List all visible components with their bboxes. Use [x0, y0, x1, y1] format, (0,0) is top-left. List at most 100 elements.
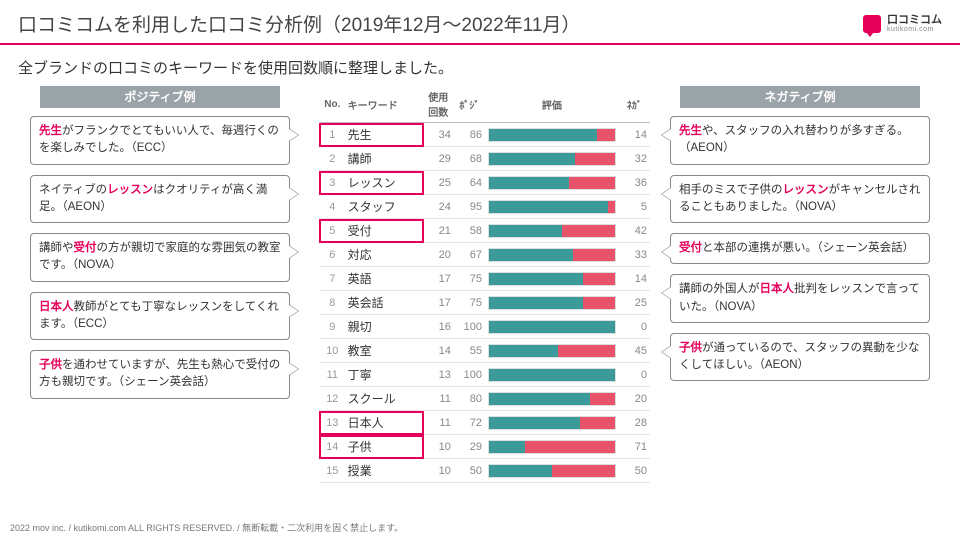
cell-no: 12 [320, 387, 345, 411]
cell-keyword: 教室 [345, 339, 423, 363]
cell-count: 16 [423, 315, 454, 339]
table-row: 6対応206733 [320, 243, 650, 267]
negative-bubble: 受付と本部の連携が悪い。（シェーン英会話） [670, 233, 930, 264]
cell-positive: 58 [454, 219, 485, 243]
highlight-keyword: 子供 [39, 359, 62, 371]
content: ポジティブ例 ネガティブ例 先生がフランクでとてもいい人で、毎週行くのを楽しみで… [0, 86, 960, 506]
cell-count: 20 [423, 243, 454, 267]
bar-negative [562, 225, 615, 237]
speech-bubble-icon [863, 15, 881, 33]
rating-bar [488, 200, 616, 214]
highlight-keyword: 先生 [39, 125, 62, 137]
cell-keyword: 日本人 [345, 411, 423, 435]
rating-bar [488, 152, 616, 166]
bubble-text: 講師の外国人が [679, 283, 760, 295]
cell-positive: 80 [454, 387, 485, 411]
bubble-text: ネイティブの [39, 184, 107, 196]
cell-keyword: スタッフ [345, 195, 423, 219]
table-header-cell: ﾈｶﾞ [619, 86, 650, 123]
cell-positive: 72 [454, 411, 485, 435]
highlight-keyword: 子供 [679, 342, 702, 354]
bubble-text: や、スタッフの入れ替わりが多すぎる。（AEON） [679, 125, 909, 154]
positive-header: ポジティブ例 [40, 86, 280, 108]
cell-negative: 14 [619, 267, 650, 291]
table-header-cell: キーワード [345, 86, 423, 123]
cell-keyword: スクール [345, 387, 423, 411]
cell-keyword: 対応 [345, 243, 423, 267]
cell-count: 34 [423, 123, 454, 147]
bar-positive [489, 393, 590, 405]
cell-no: 9 [320, 315, 345, 339]
cell-count: 29 [423, 147, 454, 171]
cell-positive: 95 [454, 195, 485, 219]
cell-bar [485, 267, 619, 291]
table-row: 10教室145545 [320, 339, 650, 363]
bar-negative [580, 417, 615, 429]
negative-bubble: 相手のミスで子供のレッスンがキャンセルされることもありました。（NOVA） [670, 175, 930, 224]
bar-positive [489, 201, 608, 213]
table-row: 8英会話177525 [320, 291, 650, 315]
titlebar: 口コミコムを利用した口コミ分析例（2019年12月～2022年11月） 口コミコ… [0, 0, 960, 41]
bar-positive [489, 321, 615, 333]
bar-negative [552, 465, 615, 477]
cell-positive: 75 [454, 267, 485, 291]
cell-positive: 29 [454, 435, 485, 459]
cell-count: 10 [423, 459, 454, 483]
bubble-text: と本部の連携が悪い。（シェーン英会話） [702, 242, 914, 254]
cell-keyword: 親切 [345, 315, 423, 339]
cell-keyword: 丁寧 [345, 363, 423, 387]
cell-count: 10 [423, 435, 454, 459]
table-row: 4スタッフ24955 [320, 195, 650, 219]
cell-no: 8 [320, 291, 345, 315]
cell-no: 15 [320, 459, 345, 483]
rating-bar [488, 272, 616, 286]
cell-no: 14 [320, 435, 345, 459]
bar-positive [489, 129, 597, 141]
bar-negative [525, 441, 614, 453]
cell-keyword: 授業 [345, 459, 423, 483]
bar-positive [489, 297, 583, 309]
rating-bar [488, 176, 616, 190]
positive-bubbles: 先生がフランクでとてもいい人で、毎週行くのを楽しみでした。（ECC）ネイティブの… [30, 116, 290, 399]
bar-positive [489, 249, 573, 261]
bar-negative [608, 201, 614, 213]
bar-negative [575, 153, 615, 165]
table-header-cell: 評価 [485, 86, 619, 123]
bar-negative [590, 393, 615, 405]
table-row: 5受付215842 [320, 219, 650, 243]
bubble-text: 講師や [39, 242, 74, 254]
cell-no: 4 [320, 195, 345, 219]
cell-count: 14 [423, 339, 454, 363]
table-header-cell: 使用回数 [423, 86, 454, 123]
title-rule [0, 43, 960, 45]
cell-bar [485, 219, 619, 243]
highlight-keyword: 受付 [679, 242, 702, 254]
cell-keyword: 英会話 [345, 291, 423, 315]
bar-positive [489, 369, 615, 381]
cell-bar [485, 435, 619, 459]
cell-keyword: 先生 [345, 123, 423, 147]
bubble-text: を通わせていますが、先生も熱心で受付の方も親切です。（シェーン英会話） [39, 359, 280, 388]
cell-negative: 45 [619, 339, 650, 363]
page-title: 口コミコムを利用した口コミ分析例（2019年12月～2022年11月） [18, 10, 580, 37]
rating-bar [488, 296, 616, 310]
lead-text: 全ブランドの口コミのキーワードを使用回数順に整理しました。 [0, 53, 960, 86]
cell-bar [485, 291, 619, 315]
cell-negative: 33 [619, 243, 650, 267]
bubble-text: 教師がとても丁寧なレッスンをしてくれます。（ECC） [39, 301, 279, 330]
cell-bar [485, 243, 619, 267]
brand-name: 口コミコム [887, 14, 942, 26]
cell-no: 10 [320, 339, 345, 363]
bar-positive [489, 153, 574, 165]
rating-bar [488, 128, 616, 142]
cell-bar [485, 387, 619, 411]
brand-sub: kutikomi.com [887, 26, 942, 33]
negative-bubbles: 先生や、スタッフの入れ替わりが多すぎる。（AEON）相手のミスで子供のレッスンが… [670, 116, 930, 381]
cell-no: 11 [320, 363, 345, 387]
table-row: 15授業105050 [320, 459, 650, 483]
table-row: 7英語177514 [320, 267, 650, 291]
table-row: 13日本人117228 [320, 411, 650, 435]
cell-positive: 100 [454, 363, 485, 387]
cell-keyword: 受付 [345, 219, 423, 243]
bubble-text: 相手のミスで子供の [679, 184, 783, 196]
